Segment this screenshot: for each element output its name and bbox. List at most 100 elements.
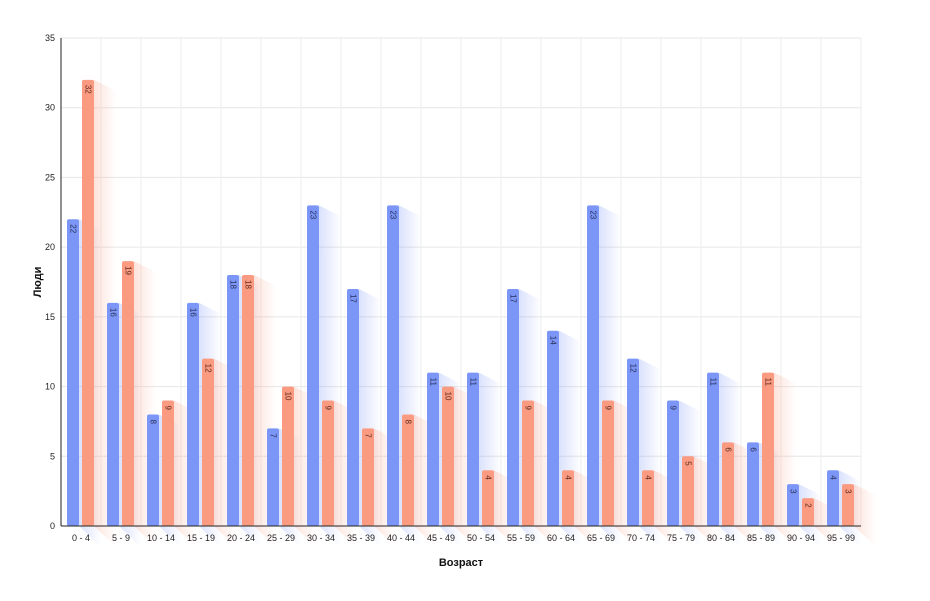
bar-series-2[interactable] xyxy=(522,400,534,526)
x-tick-label: 65 - 69 xyxy=(587,533,615,543)
bar-series-1[interactable] xyxy=(307,205,319,527)
y-axis-title: Люди xyxy=(32,267,44,298)
bar-value-label: 11 xyxy=(709,378,718,387)
bar-value-label: 16 xyxy=(109,308,118,317)
bar-series-2[interactable] xyxy=(482,470,494,526)
bar-series-2[interactable] xyxy=(842,484,854,526)
bar-value-label: 11 xyxy=(469,378,478,387)
bar-value-label: 23 xyxy=(589,210,598,219)
bar-series-1[interactable] xyxy=(467,372,479,526)
bar-series-1[interactable] xyxy=(827,470,839,526)
bar-value-label: 14 xyxy=(549,336,558,345)
x-tick-label: 40 - 44 xyxy=(387,533,415,543)
bar-series-1[interactable] xyxy=(147,414,159,526)
bar-value-label: 23 xyxy=(389,210,398,219)
bar-value-label: 17 xyxy=(349,294,358,303)
bar-series-1[interactable] xyxy=(267,428,279,526)
bar-series-2[interactable] xyxy=(122,261,134,526)
y-tick-label: 15 xyxy=(45,312,55,322)
bar-series-1[interactable] xyxy=(587,205,599,527)
y-tick-label: 35 xyxy=(45,33,55,43)
bar-value-label: 10 xyxy=(284,392,293,401)
bar-series-1[interactable] xyxy=(627,358,639,526)
bar-value-label: 12 xyxy=(629,364,638,373)
axes xyxy=(60,38,861,527)
bar-series-1[interactable] xyxy=(187,302,199,526)
bar-series-2[interactable] xyxy=(202,358,214,526)
bar-series-1[interactable] xyxy=(387,205,399,527)
bar-value-label: 9 xyxy=(669,406,678,411)
bar-value-label: 4 xyxy=(829,475,838,480)
y-tick-label: 30 xyxy=(45,103,55,113)
bar-series-2[interactable] xyxy=(762,372,774,526)
bar-value-label: 9 xyxy=(524,406,533,411)
x-tick-label: 90 - 94 xyxy=(787,533,815,543)
x-tick-label: 50 - 54 xyxy=(467,533,495,543)
bar-series-2[interactable] xyxy=(402,414,414,526)
bar-value-label: 7 xyxy=(364,433,373,438)
bar-series-1[interactable] xyxy=(747,442,759,526)
bar-series-2[interactable] xyxy=(802,498,814,526)
bar-series-1[interactable] xyxy=(547,330,559,526)
bar-series-2[interactable] xyxy=(82,79,94,526)
bar-value-label: 8 xyxy=(404,419,413,424)
x-tick-label: 35 - 39 xyxy=(347,533,375,543)
bar-series-2[interactable] xyxy=(562,470,574,526)
bar-value-label: 3 xyxy=(789,489,798,494)
bar-value-label: 11 xyxy=(764,378,773,387)
bar-value-label: 9 xyxy=(164,406,173,411)
bar-value-label: 6 xyxy=(724,447,733,452)
bar-value-label: 9 xyxy=(604,406,613,411)
bar-series-1[interactable] xyxy=(667,400,679,526)
bar-series-2[interactable] xyxy=(602,400,614,526)
x-tick-label: 70 - 74 xyxy=(627,533,655,543)
y-tick-label: 20 xyxy=(45,242,55,252)
bar-series-1[interactable] xyxy=(107,302,119,526)
y-tick-label: 5 xyxy=(50,451,55,461)
bar-series-2[interactable] xyxy=(442,386,454,526)
bar-series-2[interactable] xyxy=(722,442,734,526)
x-tick-label: 10 - 14 xyxy=(147,533,175,543)
x-tick-label: 45 - 49 xyxy=(427,533,455,543)
bar-value-label: 12 xyxy=(204,364,213,373)
bar-value-label: 8 xyxy=(149,419,158,424)
x-tick-label: 80 - 84 xyxy=(707,533,735,543)
bar-value-label: 6 xyxy=(749,447,758,452)
bar-series-1[interactable] xyxy=(67,219,79,526)
x-axis-title: Возраст xyxy=(439,557,484,569)
bar-shadow xyxy=(854,484,876,547)
bar-value-label: 4 xyxy=(644,475,653,480)
x-tick-labels: 0 - 4 5 - 9 10 - 14 15 - 19 20 - 24 25 - 29 30… xyxy=(72,533,855,543)
bar-value-label: 22 xyxy=(69,224,78,233)
bar-series-2[interactable] xyxy=(242,275,254,526)
bar-value-label: 10 xyxy=(444,392,453,401)
bar-value-label: 2 xyxy=(804,503,813,508)
bar-value-label: 18 xyxy=(244,280,253,289)
bar-series-1[interactable] xyxy=(227,275,239,526)
bar-series-1[interactable] xyxy=(787,484,799,526)
bar-series-2[interactable] xyxy=(362,428,374,526)
x-tick-label: 15 - 19 xyxy=(187,533,215,543)
bar-series-2[interactable] xyxy=(322,400,334,526)
bar-series-2[interactable] xyxy=(162,400,174,526)
bar-value-label: 32 xyxy=(84,85,93,94)
bar-value-label: 7 xyxy=(269,433,278,438)
bar-series-2[interactable] xyxy=(282,386,294,526)
bar-value-label: 9 xyxy=(324,406,333,411)
bar-value-label: 5 xyxy=(684,461,693,466)
bar-series-2[interactable] xyxy=(642,470,654,526)
y-tick-labels: 0 5 10 15 20 25 30 35 xyxy=(45,33,55,531)
bar-value-label: 3 xyxy=(844,489,853,494)
x-tick-label: 75 - 79 xyxy=(667,533,695,543)
bar-series-1[interactable] xyxy=(427,372,439,526)
bar-series-2[interactable] xyxy=(682,456,694,526)
bar-series-1[interactable] xyxy=(507,288,519,526)
bar-value-label: 18 xyxy=(229,280,238,289)
x-tick-label: 30 - 34 xyxy=(307,533,335,543)
bar-series-1[interactable] xyxy=(347,288,359,526)
y-tick-label: 25 xyxy=(45,172,55,182)
x-tick-label: 5 - 9 xyxy=(112,533,130,543)
bar-series-1[interactable] xyxy=(707,372,719,526)
